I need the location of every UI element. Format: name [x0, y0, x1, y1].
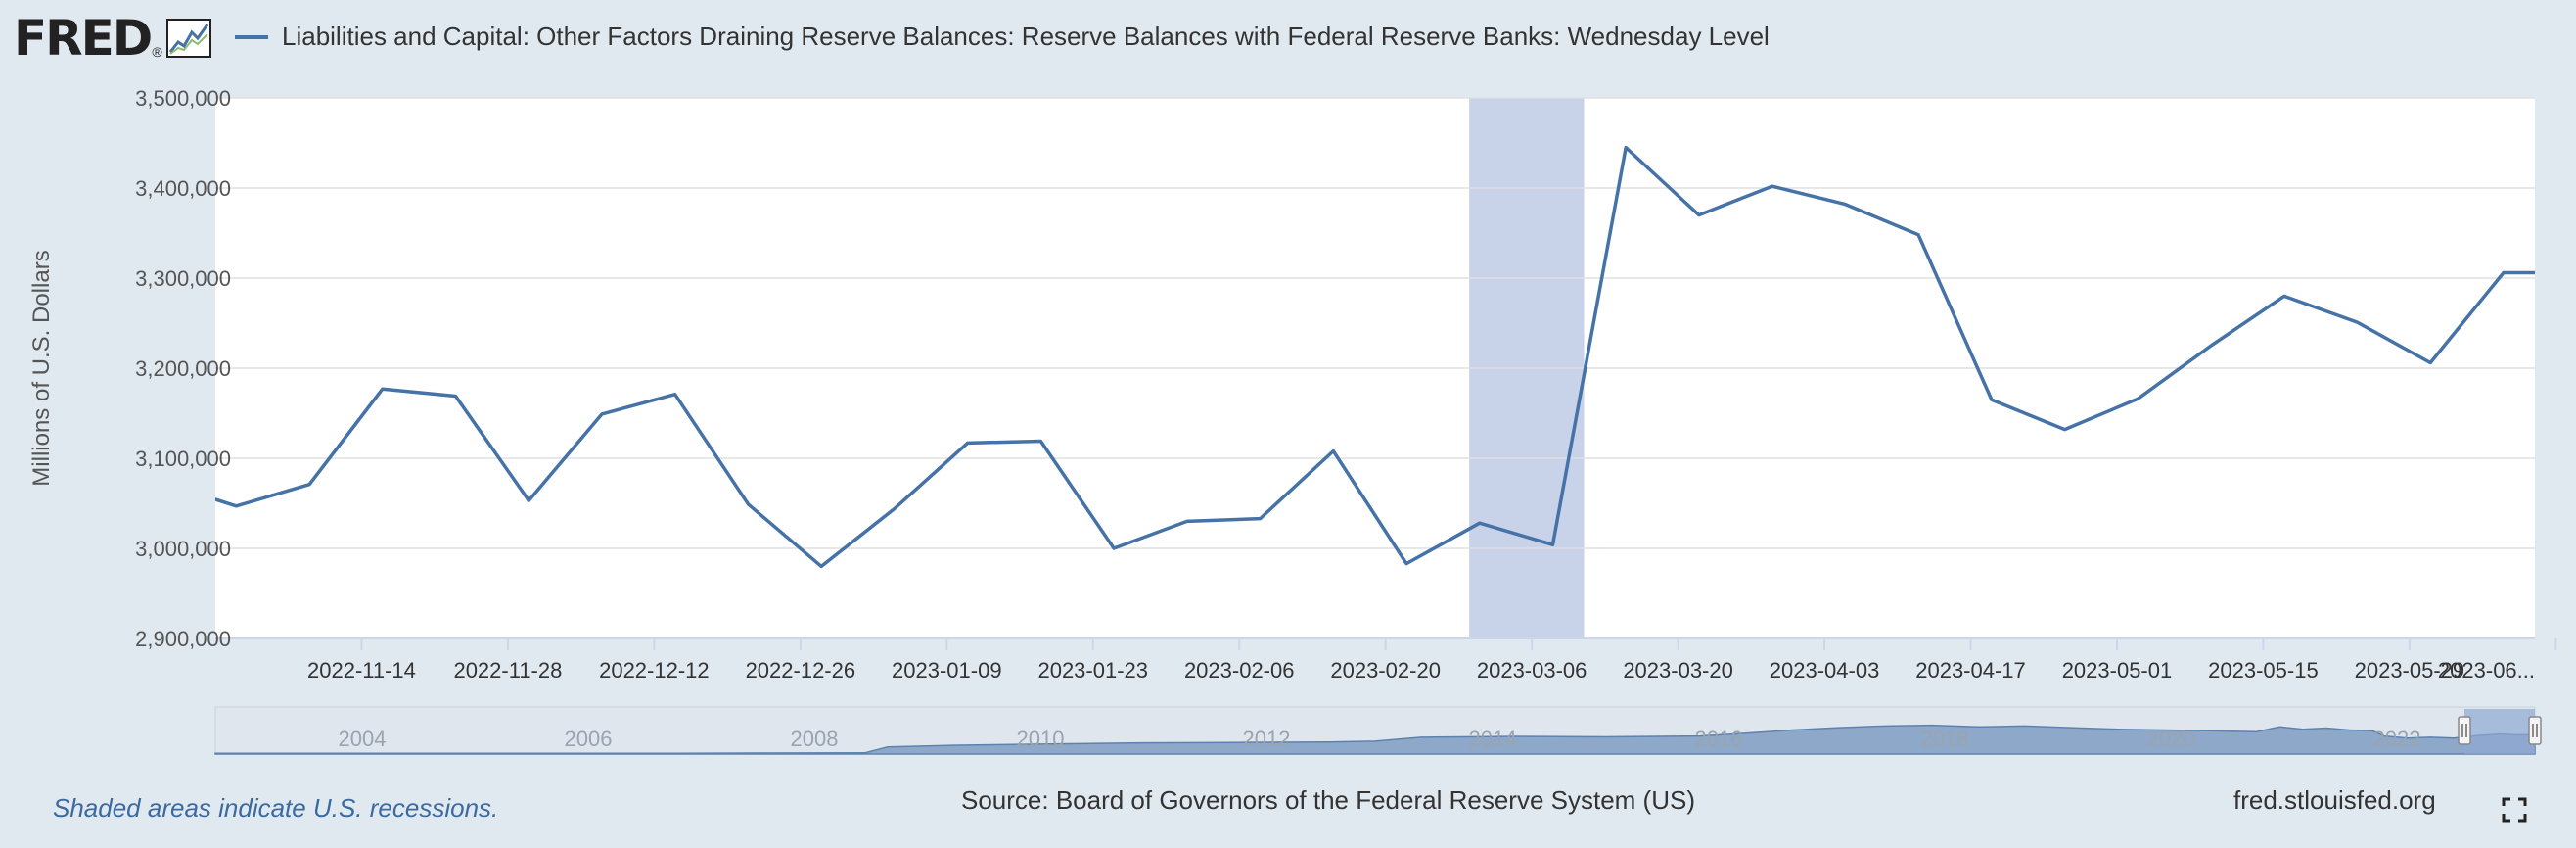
navigator-year-label: 2006 — [565, 727, 613, 751]
x-axis-ticks: 2022-11-14 2022-11-28 2022-12-12 2022-12-26… — [307, 638, 2557, 683]
y-axis-label: Millions of U.S. Dollars — [28, 250, 55, 486]
x-tick-label: 2023-05-01 — [2062, 658, 2173, 683]
navigator-year-label: 2020 — [2147, 727, 2195, 751]
series-line[interactable] — [205, 145, 2576, 569]
x-tick-label: 2023-03-20 — [1623, 658, 1733, 683]
x-tick-label: 2023-06... — [2438, 658, 2535, 683]
range-navigator[interactable]: 2004 2006 2008 2010 2012 2014 2016 2018 2020 2022 — [214, 706, 2542, 755]
x-tick-label: 2023-05-15 — [2208, 658, 2319, 683]
y-tick-label: 3,200,000 — [135, 356, 231, 381]
site-link[interactable]: fred.stlouisfed.org — [2233, 785, 2436, 815]
chart-area[interactable]: 2,900,000 3,000,000 3,100,000 3,200,000 3,30… — [0, 0, 2576, 774]
navigator-year-label: 2010 — [1017, 727, 1065, 751]
x-tick-label: 2022-11-14 — [307, 658, 416, 683]
recession-note: Shaded areas indicate U.S. recessions. — [53, 793, 499, 823]
y-tick-label: 3,400,000 — [135, 176, 231, 201]
y-axis-ticks: 2,900,000 3,000,000 3,100,000 3,200,000 3,30… — [135, 86, 231, 651]
chart-legend[interactable]: Liabilities and Capital: Other Factors D… — [235, 22, 1770, 52]
navigator-year-label: 2012 — [1243, 727, 1291, 751]
x-tick-label: 2023-01-23 — [1037, 658, 1148, 683]
navigator-year-label: 2014 — [1469, 727, 1517, 751]
navigator-year-label: 2018 — [1921, 727, 1969, 751]
y-tick-label: 3,100,000 — [135, 447, 231, 471]
navigator-year-label: 2022 — [2373, 727, 2421, 751]
x-tick-label: 2023-04-17 — [1915, 658, 2026, 683]
legend-label: Liabilities and Capital: Other Factors D… — [282, 22, 1770, 51]
y-tick-label: 2,900,000 — [135, 627, 231, 651]
x-tick-label: 2022-12-12 — [599, 658, 710, 683]
legend-swatch — [235, 34, 268, 39]
grid-layer — [215, 97, 2535, 639]
line-chart-icon — [165, 19, 211, 58]
x-tick-label: 2023-03-06 — [1477, 658, 1587, 683]
y-tick-label: 3,300,000 — [135, 266, 231, 291]
source-text: Source: Board of Governors of the Federa… — [961, 785, 1695, 815]
fred-logo-text: FRED — [14, 10, 153, 67]
fullscreen-icon[interactable] — [2502, 797, 2527, 823]
y-tick-label: 3,500,000 — [135, 86, 231, 111]
navigator-year-label: 2016 — [1695, 727, 1743, 751]
x-tick-label: 2023-02-20 — [1330, 658, 1441, 683]
navigator-year-label: 2004 — [339, 727, 387, 751]
x-tick-label: 2022-12-26 — [746, 658, 856, 683]
x-tick-label: 2023-02-06 — [1184, 658, 1295, 683]
y-tick-label: 3,000,000 — [135, 537, 231, 561]
navigator-right-handle[interactable] — [2528, 716, 2542, 745]
navigator-year-label: 2008 — [791, 727, 839, 751]
x-tick-label: 2022-11-28 — [453, 658, 562, 683]
x-tick-label: 2023-05-29 — [2355, 658, 2465, 683]
navigator-year-labels: 2004 2006 2008 2010 2012 2014 2016 2018 2020 2022 — [339, 727, 2421, 751]
navigator-selection[interactable] — [2464, 709, 2535, 754]
registered-mark: ® — [152, 44, 162, 60]
navigator-area — [214, 724, 2536, 755]
series-layer — [205, 145, 2576, 569]
x-tick-label: 2023-01-09 — [892, 658, 1002, 683]
x-tick-label: 2023-04-03 — [1770, 658, 1880, 683]
navigator-left-handle[interactable] — [2458, 716, 2471, 745]
fred-logo[interactable]: FRED ® — [14, 14, 211, 63]
